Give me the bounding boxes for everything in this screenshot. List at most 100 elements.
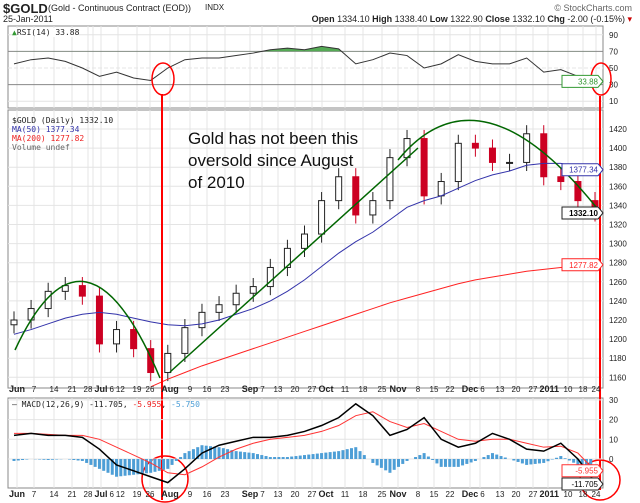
candle-body bbox=[386, 157, 394, 202]
histogram-bar bbox=[533, 459, 537, 464]
histogram-bar bbox=[85, 459, 89, 463]
histogram-bar bbox=[311, 454, 315, 459]
rsi-tick-label: 10 bbox=[609, 97, 618, 106]
histogram-bar bbox=[328, 452, 332, 459]
histogram-bar bbox=[418, 455, 422, 459]
rsi-tick-label: 90 bbox=[609, 31, 618, 40]
candle-body bbox=[352, 176, 360, 216]
histogram-bar bbox=[149, 459, 153, 473]
x-tick-label: 6 bbox=[480, 385, 485, 394]
histogram-bar bbox=[435, 459, 439, 464]
x-tick-label: 28 bbox=[84, 490, 93, 499]
x-tick-label: 20 bbox=[291, 385, 300, 394]
x-tick-label: Oct bbox=[318, 384, 333, 394]
x-tick-label: 7 bbox=[260, 490, 265, 499]
price-tick-label: 1380 bbox=[609, 163, 627, 172]
x-tick-label: 11 bbox=[341, 385, 350, 394]
rsi-line bbox=[13, 45, 596, 82]
histogram-bar bbox=[110, 459, 114, 475]
x-tick-label: Nov bbox=[389, 384, 406, 394]
x-tick-label: 22 bbox=[446, 490, 455, 499]
rsi-icon: ▲ bbox=[12, 28, 17, 37]
candle-body bbox=[506, 161, 514, 164]
x-tick-label: Jul bbox=[94, 384, 107, 394]
histogram-bar bbox=[243, 452, 247, 459]
candle-body bbox=[523, 133, 531, 163]
down-arrow-icon: ▾ bbox=[627, 14, 632, 24]
x-tick-label: 23 bbox=[221, 490, 230, 499]
x-tick-label: 20 bbox=[512, 385, 521, 394]
x-tick-label: 23 bbox=[221, 385, 230, 394]
x-tick-label: 24 bbox=[592, 385, 601, 394]
histogram-bar bbox=[251, 453, 255, 459]
histogram-bar bbox=[204, 445, 208, 459]
candle-body bbox=[113, 329, 121, 345]
x-tick-label: 18 bbox=[579, 385, 588, 394]
x-tick-label: 16 bbox=[203, 490, 212, 499]
hist-value: -5.750 bbox=[171, 400, 200, 409]
x-tick-label: Dec bbox=[462, 489, 479, 499]
histogram-bar bbox=[221, 448, 225, 459]
histogram-bar bbox=[16, 459, 20, 461]
price-legend: $GOLD (Daily) 1332.10 MA(50) 1377.34 MA(… bbox=[12, 116, 113, 152]
price-tick-label: 1320 bbox=[609, 221, 627, 230]
x-tick-label: Sep bbox=[242, 384, 259, 394]
candle-body bbox=[249, 286, 257, 294]
ma50-last-label: 1377.34 bbox=[569, 166, 598, 175]
x-tick-label: 7 bbox=[260, 385, 265, 394]
x-tick-label: 6 bbox=[109, 490, 114, 499]
histogram-bar bbox=[170, 459, 174, 465]
candle-body bbox=[266, 266, 274, 288]
histogram-bar bbox=[298, 455, 302, 459]
x-tick-label: 21 bbox=[68, 490, 77, 499]
histogram-bar bbox=[157, 459, 161, 471]
candle-body bbox=[471, 142, 479, 149]
candle-body bbox=[420, 138, 428, 197]
histogram-bar bbox=[371, 459, 375, 463]
histogram-bar bbox=[426, 456, 430, 459]
x-tick-label: 13 bbox=[274, 385, 283, 394]
annotation-circle bbox=[151, 62, 175, 96]
candle-body bbox=[301, 233, 308, 249]
histogram-bar bbox=[401, 459, 405, 464]
ma200-last-label-box bbox=[561, 258, 604, 272]
histogram-bar bbox=[209, 446, 213, 459]
macd-value: -11.705 bbox=[89, 400, 123, 409]
histogram-bar bbox=[115, 459, 119, 477]
date: 25-Jan-2011 bbox=[3, 14, 53, 24]
quote-line: Open 1334.10 High 1338.40 Low 1322.90 Cl… bbox=[312, 14, 632, 25]
histogram-bar bbox=[187, 451, 191, 459]
histogram-bar bbox=[465, 459, 469, 464]
x-tick-label: 19 bbox=[133, 385, 142, 394]
histogram-bar bbox=[546, 459, 550, 462]
annotation-text: Gold has not been this oversold since Au… bbox=[188, 129, 359, 192]
candle-body bbox=[130, 329, 138, 350]
candle-body bbox=[318, 200, 326, 235]
histogram-bar bbox=[473, 459, 477, 461]
x-tick-label: 12 bbox=[116, 385, 125, 394]
histogram-bar bbox=[200, 445, 204, 459]
x-tick-label: 16 bbox=[203, 385, 212, 394]
x-tick-label: 20 bbox=[512, 490, 521, 499]
close-value: 1332.10 bbox=[512, 14, 545, 24]
x-tick-label: 9 bbox=[188, 490, 193, 499]
trend-arc-right bbox=[397, 119, 601, 213]
x-tick-label: 8 bbox=[416, 490, 421, 499]
histogram-bar bbox=[106, 459, 110, 473]
histogram-bar bbox=[341, 450, 345, 459]
x-tick-label: 9 bbox=[188, 385, 193, 394]
legend-price: $GOLD (Daily) 1332.10 bbox=[12, 116, 114, 125]
x-tick-label: 20 bbox=[291, 490, 300, 499]
x-tick-label: 8 bbox=[416, 385, 421, 394]
rsi-last-label-box bbox=[561, 74, 604, 88]
macd-tick-label: 30 bbox=[609, 396, 618, 405]
histogram-bar bbox=[268, 457, 272, 459]
histogram-bar bbox=[213, 446, 217, 459]
histogram-bar bbox=[362, 455, 366, 459]
histogram-bar bbox=[290, 456, 294, 459]
x-tick-label: 24 bbox=[592, 490, 601, 499]
x-tick-label: 2011 bbox=[539, 384, 559, 394]
histogram-bar bbox=[217, 447, 221, 459]
histogram-bar bbox=[405, 459, 409, 461]
